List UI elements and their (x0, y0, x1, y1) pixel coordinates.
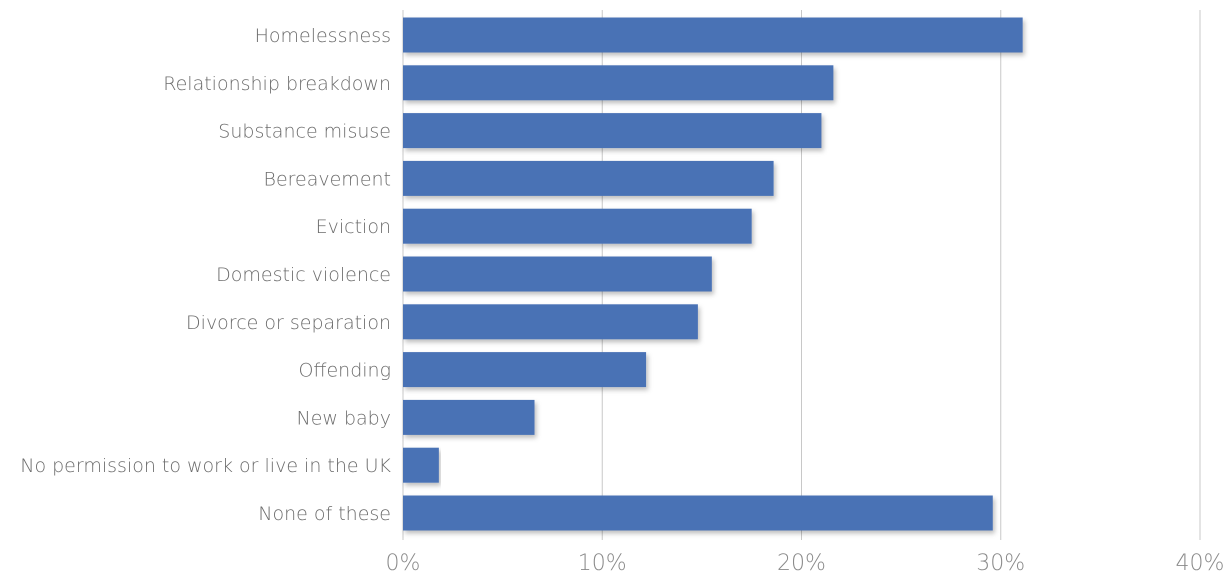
bar (403, 208, 752, 244)
category-label: Bereavement (264, 168, 391, 190)
bar (403, 304, 698, 340)
bar (403, 65, 834, 101)
category-label: Substance misuse (218, 121, 391, 143)
category-label: None of these (258, 503, 391, 525)
bar (403, 256, 712, 292)
x-tick-label: 20% (777, 551, 826, 575)
x-tick-label: 10% (578, 551, 627, 575)
bar (403, 399, 535, 435)
category-labels: Homelessness Relationship breakdown Substa… (20, 25, 391, 525)
bar (403, 447, 439, 483)
category-label: New baby (297, 407, 392, 429)
bar (403, 160, 774, 196)
category-label: Domestic violence (216, 264, 391, 286)
category-label: No permission to work or live in the UK (20, 455, 391, 477)
x-tick-label: 0% (386, 551, 421, 575)
category-label: Divorce or separation (186, 312, 391, 334)
bar (403, 495, 993, 531)
bar (403, 113, 822, 149)
category-label: Homelessness (255, 25, 391, 47)
category-label: Eviction (316, 216, 391, 238)
bar (403, 17, 1023, 53)
bar (403, 352, 647, 388)
bars (403, 17, 1023, 531)
category-label: Offending (298, 360, 391, 382)
x-axis-tick-labels: 0% 10% 20% 30% 40% (386, 551, 1225, 575)
x-tick-label: 40% (1176, 551, 1225, 575)
x-tick-label: 30% (976, 551, 1025, 575)
category-label: Relationship breakdown (163, 73, 391, 95)
